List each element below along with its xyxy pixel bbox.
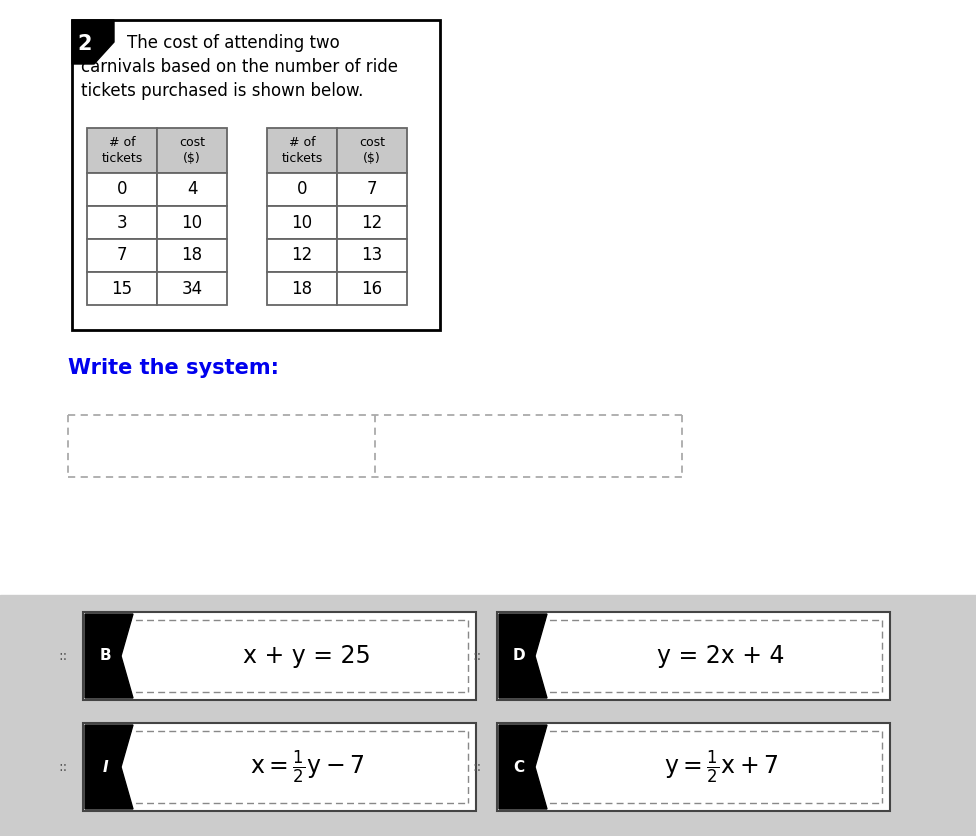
Text: D: D	[512, 649, 525, 664]
Bar	[337, 239, 407, 272]
Text: 10: 10	[292, 213, 312, 232]
Text: B: B	[100, 649, 111, 664]
Text: 0: 0	[117, 181, 127, 198]
Text: 0: 0	[297, 181, 307, 198]
Text: 18: 18	[182, 247, 203, 264]
Text: $\mathregular{x = \frac{1}{2}y − 7}$: $\mathregular{x = \frac{1}{2}y − 7}$	[250, 748, 364, 786]
Bar	[267, 239, 337, 272]
Text: C: C	[513, 759, 524, 774]
Text: Write the system:: Write the system:	[68, 358, 279, 378]
Bar	[87, 128, 157, 173]
Bar	[157, 206, 227, 239]
Bar	[157, 173, 227, 206]
Bar	[157, 239, 227, 272]
Bar	[497, 723, 890, 811]
Polygon shape	[499, 725, 547, 809]
Text: carnivals based on the number of ride: carnivals based on the number of ride	[81, 58, 398, 76]
Polygon shape	[85, 614, 133, 698]
Bar	[0, 595, 976, 836]
Text: 13: 13	[361, 247, 383, 264]
Text: x + y = 25: x + y = 25	[243, 644, 371, 668]
Bar	[267, 173, 337, 206]
Text: y = 2x + 4: y = 2x + 4	[657, 644, 785, 668]
Bar	[157, 272, 227, 305]
Text: cost
($): cost ($)	[179, 136, 205, 165]
Bar	[87, 173, 157, 206]
Text: # of
tickets: # of tickets	[281, 136, 323, 165]
Text: ::: ::	[472, 649, 481, 663]
Bar	[267, 128, 337, 173]
Text: 34: 34	[182, 279, 203, 298]
Text: 16: 16	[361, 279, 383, 298]
Polygon shape	[72, 20, 114, 64]
Text: ::: ::	[59, 649, 67, 663]
Text: 15: 15	[111, 279, 133, 298]
Text: 7: 7	[367, 181, 378, 198]
Bar	[87, 206, 157, 239]
Text: tickets purchased is shown below.: tickets purchased is shown below.	[81, 82, 363, 100]
Bar	[87, 239, 157, 272]
Bar	[337, 128, 407, 173]
Bar	[337, 206, 407, 239]
Bar	[497, 612, 890, 700]
Text: I: I	[102, 759, 107, 774]
Polygon shape	[85, 725, 133, 809]
Bar	[337, 272, 407, 305]
Bar	[87, 272, 157, 305]
Text: 7: 7	[117, 247, 127, 264]
Text: cost
($): cost ($)	[359, 136, 385, 165]
Polygon shape	[499, 614, 547, 698]
Text: 4: 4	[186, 181, 197, 198]
Text: 10: 10	[182, 213, 203, 232]
Bar	[83, 612, 476, 700]
Bar	[337, 173, 407, 206]
Bar	[72, 20, 440, 330]
Text: 12: 12	[292, 247, 312, 264]
Text: 18: 18	[292, 279, 312, 298]
Text: # of
tickets: # of tickets	[102, 136, 142, 165]
Text: ::: ::	[59, 760, 67, 774]
Text: 12: 12	[361, 213, 383, 232]
Bar	[83, 723, 476, 811]
Text: $\mathregular{y = \frac{1}{2}x + 7}$: $\mathregular{y = \frac{1}{2}x + 7}$	[664, 748, 778, 786]
Text: 2: 2	[78, 34, 93, 54]
Text: 3: 3	[117, 213, 127, 232]
Bar	[267, 272, 337, 305]
Text: The cost of attending two: The cost of attending two	[127, 34, 340, 52]
Bar	[267, 206, 337, 239]
Bar	[157, 128, 227, 173]
Text: ::: ::	[472, 760, 481, 774]
